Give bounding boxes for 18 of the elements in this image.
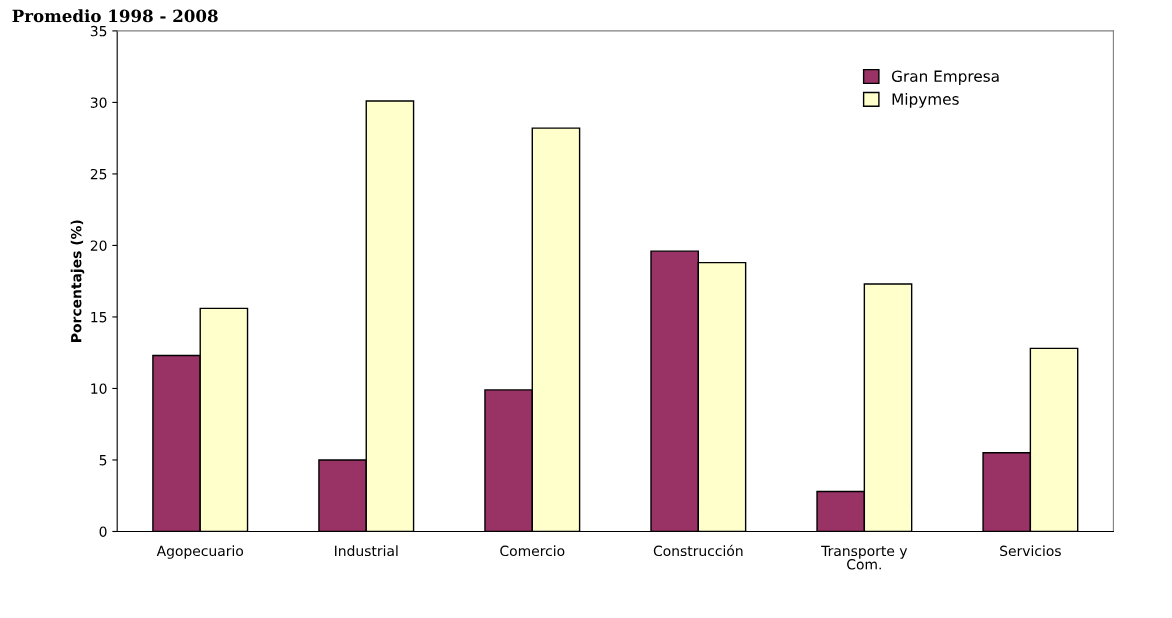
y-tick-label: 15 [91,312,107,323]
y-tick-label: 5 [99,455,107,466]
y-tick-label: 25 [90,168,107,180]
x-tick-label: Servicios [1000,545,1061,557]
y-axis-title: Porcentajes (%) [70,220,85,342]
chart-title: Promedio 1998 - 2008 [12,9,218,23]
x-tick-label: Comercio [500,545,565,557]
x-tick-label: Construcción [653,544,743,557]
x-tick-label: Industrial [335,545,398,557]
y-tick-label: 30 [90,97,107,108]
legend-label: Mipymes [892,93,959,108]
y-tick-label: 0 [99,526,107,537]
y-tick-label: 20 [90,240,107,251]
y-tick-label: 35 [90,25,107,37]
x-tick-label: Transporte y Com. [821,545,908,570]
x-tick-label: Agopecuario [156,545,244,559]
legend-label: Gran Empresa [891,70,999,85]
y-tick-label: 10 [91,383,107,394]
